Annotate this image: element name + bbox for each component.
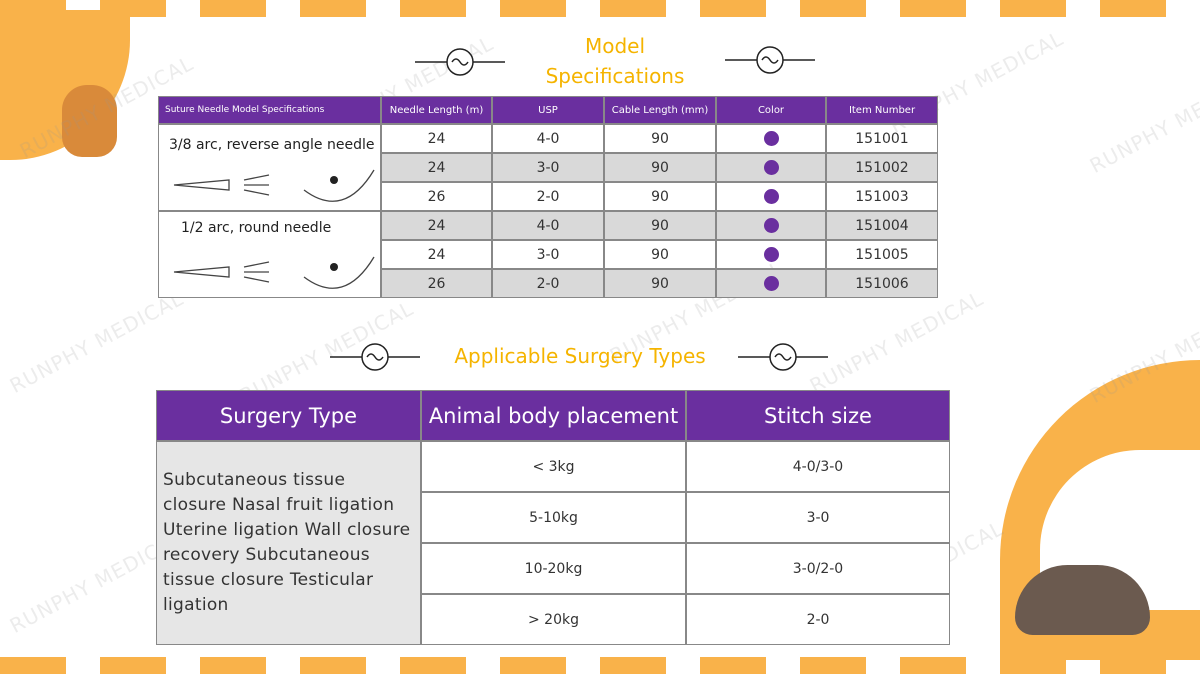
table-cell: 10-20kg	[421, 543, 686, 594]
table-cell: 90	[604, 153, 716, 182]
table-cell: 3-0	[492, 240, 604, 269]
table-cell: 2-0	[492, 269, 604, 298]
surgery-type-cell: Subcutaneous tissue closure Nasal fruit …	[156, 441, 421, 645]
table-cell: 3-0/2-0	[686, 543, 950, 594]
table-cell: 90	[604, 211, 716, 240]
dog-illustration	[1015, 565, 1150, 635]
table-cell: 90	[604, 182, 716, 211]
column-header: Animal body placement	[421, 390, 686, 441]
table-cell: 151001	[826, 124, 938, 153]
table-cell: 2-0	[492, 182, 604, 211]
color-cell	[716, 269, 826, 298]
section-title: Applicable Surgery Types	[454, 344, 706, 368]
column-header: Stitch size	[686, 390, 950, 441]
color-cell	[716, 124, 826, 153]
color-dot	[763, 218, 779, 233]
bottom-stripes	[0, 657, 1200, 674]
group-cell: 3/8 arc, reverse angle needle	[158, 124, 381, 211]
table-cell: 4-0	[492, 211, 604, 240]
column-header: Needle Length (m)	[381, 96, 492, 124]
table-cell: > 20kg	[421, 594, 686, 645]
column-header: USP	[492, 96, 604, 124]
table-cell: < 3kg	[421, 441, 686, 492]
column-header: Cable Length (mm)	[604, 96, 716, 124]
group-label: 1/2 arc, round needle	[181, 220, 332, 236]
table-cell: 26	[381, 269, 492, 298]
column-header: Color	[716, 96, 826, 124]
table-cell: 3-0	[492, 153, 604, 182]
column-header: Item Number	[826, 96, 938, 124]
color-dot	[763, 131, 779, 146]
table-cell: 90	[604, 124, 716, 153]
color-dot	[763, 160, 779, 175]
table-cell: 151003	[826, 182, 938, 211]
table-cell: 151006	[826, 269, 938, 298]
table-cell: 26	[381, 182, 492, 211]
table-cell: 24	[381, 153, 492, 182]
color-cell	[716, 182, 826, 211]
top-stripes	[0, 0, 1200, 17]
needle-illustration	[173, 169, 375, 202]
table-cell: 90	[604, 240, 716, 269]
table-cell: 2-0	[686, 594, 950, 645]
group-label: 3/8 arc, reverse angle needle	[169, 137, 375, 153]
table-cell: 5-10kg	[421, 492, 686, 543]
table-cell: 151002	[826, 153, 938, 182]
table-cell: 4-0	[492, 124, 604, 153]
group-cell: 1/2 arc, round needle	[158, 211, 381, 298]
table-cell: 90	[604, 269, 716, 298]
table-cell: 4-0/3-0	[686, 441, 950, 492]
color-cell	[716, 211, 826, 240]
color-cell	[716, 153, 826, 182]
title: Model Specifications	[545, 34, 685, 88]
table-cell: 151004	[826, 211, 938, 240]
needle-illustration	[173, 256, 375, 289]
color-dot	[763, 276, 779, 291]
table-cell: 3-0	[686, 492, 950, 543]
table-cell: 24	[381, 240, 492, 269]
column-header: Suture Needle Model Specifications	[158, 96, 381, 124]
color-dot	[763, 189, 779, 204]
table-cell: 151005	[826, 240, 938, 269]
dog-illustration	[62, 85, 117, 157]
table-cell: 24	[381, 211, 492, 240]
table-cell: 24	[381, 124, 492, 153]
column-header: Surgery Type	[156, 390, 421, 441]
color-dot	[763, 247, 779, 262]
color-cell	[716, 240, 826, 269]
